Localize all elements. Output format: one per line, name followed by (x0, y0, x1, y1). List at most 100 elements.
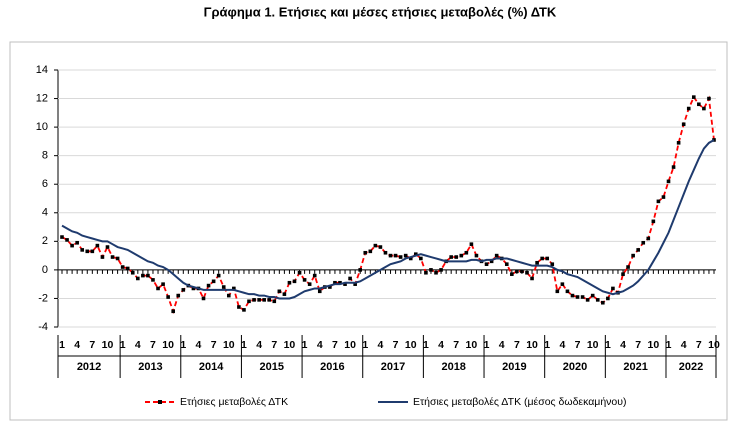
x-tick-label: 4 (74, 339, 80, 351)
x-tick-label: 4 (377, 339, 383, 351)
point-marker (312, 273, 317, 278)
point-marker (666, 179, 671, 184)
point-marker (520, 269, 524, 274)
x-tick-label: 7 (393, 339, 399, 351)
year-label: 2019 (502, 361, 526, 373)
x-tick-label: 7 (696, 339, 702, 351)
point-marker (287, 280, 292, 285)
point-marker (297, 270, 302, 275)
year-label: 2022 (679, 361, 703, 373)
x-tick-label: 10 (405, 339, 417, 351)
x-tick-label: 10 (223, 339, 235, 351)
point-marker (595, 298, 600, 302)
point-marker (338, 280, 342, 285)
year-label: 2020 (563, 361, 587, 373)
point-marker (525, 270, 529, 275)
x-tick-label: 7 (514, 339, 520, 351)
x-tick-label: 1 (120, 339, 126, 351)
y-tick-label: 4 (42, 207, 48, 219)
x-tick-label: 4 (499, 339, 505, 351)
point-marker (277, 289, 282, 294)
point-marker (136, 276, 140, 281)
point-marker (252, 298, 256, 302)
point-marker (211, 279, 216, 284)
x-tick-label: 1 (241, 339, 247, 351)
point-marker (95, 243, 100, 248)
point-marker (631, 253, 635, 258)
point-marker (398, 255, 403, 259)
point-marker (232, 286, 236, 291)
point-marker (484, 262, 489, 266)
year-label: 2012 (77, 361, 101, 373)
point-marker (651, 219, 656, 224)
point-marker (156, 286, 160, 291)
point-marker (120, 265, 125, 269)
point-marker (383, 250, 388, 255)
x-tick-label: 4 (438, 339, 444, 351)
y-tick-label: 6 (42, 178, 48, 190)
point-marker (141, 273, 145, 278)
point-marker (601, 300, 605, 305)
point-marker (515, 269, 519, 274)
point-marker (540, 256, 544, 261)
point-marker (449, 255, 453, 259)
point-marker (575, 295, 580, 299)
legend-label: Ετήσιες μεταβολές ΔΤΚ (180, 396, 288, 408)
point-marker (530, 276, 534, 281)
x-tick-label: 4 (620, 339, 626, 351)
point-marker (580, 295, 585, 299)
point-marker (257, 298, 261, 302)
point-marker (621, 272, 625, 276)
point-marker (307, 282, 312, 286)
point-marker (191, 286, 196, 291)
point-marker (424, 270, 428, 275)
legend-label: Ετήσιες μεταβολές ΔΤΚ (μέσος δωδεκαμήνου… (413, 396, 627, 408)
point-marker (237, 305, 241, 309)
point-marker (439, 268, 443, 272)
point-marker (464, 250, 469, 255)
point-marker (408, 256, 413, 261)
point-marker (242, 308, 246, 312)
x-tick-label: 10 (162, 339, 174, 351)
point-marker (590, 293, 595, 298)
point-marker (161, 282, 165, 286)
point-marker (267, 298, 272, 302)
point-marker (434, 270, 438, 275)
y-tick-label: 0 (42, 264, 48, 276)
year-label: 2015 (260, 361, 284, 373)
x-tick-label: 7 (453, 339, 459, 351)
point-marker (60, 235, 64, 239)
y-tick-label: 8 (42, 150, 48, 162)
point-marker (459, 253, 464, 258)
point-marker (403, 253, 408, 258)
y-tick-label: -2 (38, 292, 48, 304)
point-marker (100, 255, 105, 259)
year-label: 2021 (623, 361, 647, 373)
point-marker (550, 262, 555, 266)
point-marker (262, 298, 266, 302)
point-marker (474, 253, 479, 258)
point-marker (555, 289, 560, 294)
point-marker (90, 249, 95, 254)
point-marker (560, 282, 565, 286)
point-marker (419, 256, 423, 261)
x-tick-label: 10 (284, 339, 296, 351)
point-marker (317, 289, 322, 294)
point-marker (272, 299, 277, 304)
series-line (61, 95, 715, 315)
point-marker (247, 299, 251, 304)
point-marker (65, 238, 69, 242)
point-marker (429, 268, 433, 272)
point-marker (176, 293, 181, 298)
point-marker (378, 245, 383, 249)
point-marker (454, 255, 459, 259)
x-tick-label: 1 (666, 339, 672, 351)
x-tick-label: 7 (575, 339, 581, 351)
y-tick-label: 12 (36, 92, 48, 104)
x-tick-label: 10 (648, 339, 660, 351)
point-marker (545, 256, 550, 261)
point-marker (661, 195, 666, 199)
x-tick-label: 4 (681, 339, 687, 351)
year-label: 2018 (441, 361, 465, 373)
